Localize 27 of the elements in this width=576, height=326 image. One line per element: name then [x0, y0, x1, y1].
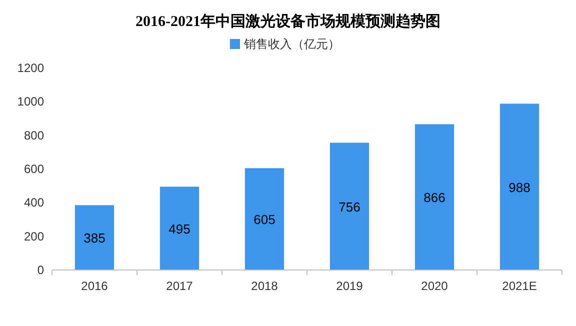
bar	[74, 205, 114, 270]
data-label: 988	[508, 180, 530, 195]
data-label: 385	[84, 230, 106, 246]
x-tick-label: 2019	[336, 279, 364, 293]
x-tick-label: 2021E	[502, 279, 537, 293]
bar	[500, 104, 540, 270]
bar	[244, 168, 284, 270]
bar	[414, 124, 454, 270]
y-tick-label: 0	[37, 263, 44, 277]
y-tick-label: 200	[24, 229, 44, 244]
data-label: 495	[168, 221, 190, 236]
chart-title: 2016-2021年中国激光设备市场规模预测趋势图	[136, 12, 440, 30]
y-tick-label: 800	[24, 128, 44, 142]
data-label: 866	[424, 190, 446, 206]
x-tick-label: 2020	[421, 279, 448, 293]
y-tick-label: 1000	[17, 94, 44, 109]
x-tick-label: 2016	[81, 279, 108, 293]
x-tick-label: 2018	[251, 279, 278, 293]
data-label: 605	[254, 212, 276, 228]
y-tick-label: 400	[24, 196, 44, 210]
bar	[160, 186, 200, 270]
data-label: 756	[338, 199, 360, 214]
y-tick-label: 1200	[17, 61, 44, 75]
bar	[330, 142, 370, 270]
y-tick-label: 600	[24, 162, 44, 176]
legend-label: 销售收入（亿元）	[243, 37, 340, 51]
x-tick-label: 2017	[166, 279, 194, 293]
